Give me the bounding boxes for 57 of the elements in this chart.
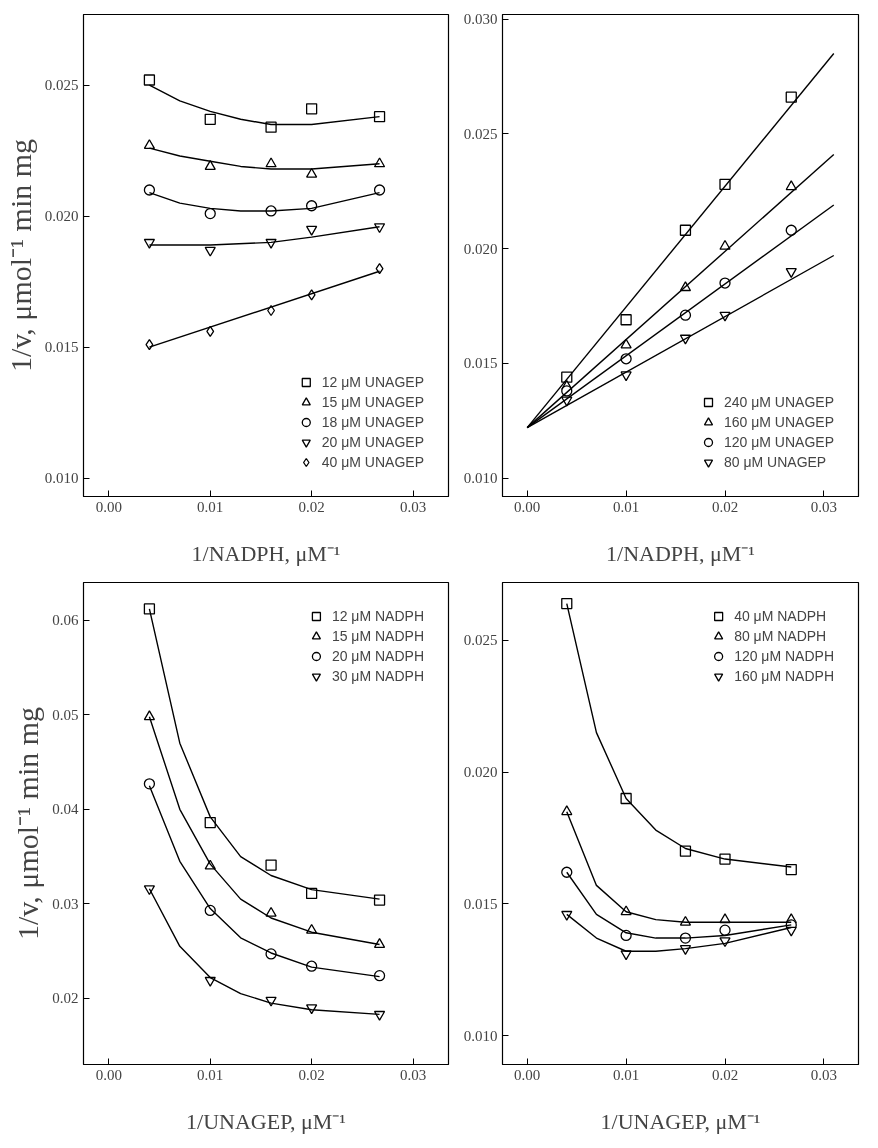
x-tick-label: 0.02 (711, 1066, 739, 1083)
x-tick-label: 0.00 (514, 498, 541, 515)
x-tick-label: 0.03 (399, 498, 427, 515)
y-tick-label: 0.020 (463, 240, 498, 257)
legend-label: 12 μM NADPH (331, 608, 424, 624)
x-axis-title: 1/NADPH, μM⁻¹ (191, 540, 341, 566)
x-axis-title: 1/NADPH, μM⁻¹ (606, 540, 755, 566)
legend-label: 30 μM NADPH (331, 668, 424, 684)
x-tick-label: 0.00 (95, 498, 122, 515)
x-tick-label: 0.02 (298, 1066, 325, 1083)
x-tick-label: 0.00 (95, 1066, 122, 1083)
legend-label: 160 μM NADPH (734, 668, 834, 684)
y-tick-label: 0.015 (44, 339, 79, 356)
legend-label: 80 μM UNAGEP (724, 454, 827, 470)
legend-label: 80 μM NADPH (734, 628, 827, 644)
legend-label: 15 μM NADPH (331, 628, 424, 644)
legend-label: 160 μM UNAGEP (724, 414, 834, 430)
x-tick-label: 0.01 (612, 1066, 640, 1083)
x-tick-label: 0.02 (711, 498, 739, 515)
y-tick-label: 0.010 (44, 470, 79, 487)
y-tick-label: 0.06 (52, 612, 79, 629)
y-tick-label: 0.010 (463, 1027, 498, 1044)
y-axis-title: 1/v, μmol⁻¹ min mg (11, 706, 45, 941)
x-tick-label: 0.00 (514, 1066, 541, 1083)
legend-label: 240 μM UNAGEP (724, 394, 834, 410)
y-tick-label: 0.030 (463, 11, 498, 28)
legend-label: 20 μM NADPH (331, 648, 424, 664)
y-axis-title: 1/v, μmol⁻¹ min mg (3, 138, 37, 373)
y-tick-label: 0.04 (52, 801, 79, 818)
x-tick-label: 0.03 (810, 1066, 838, 1083)
legend-label: 12 μM UNAGEP (321, 374, 424, 390)
legend-label: 40 μM NADPH (734, 608, 827, 624)
legend-label: 120 μM NADPH (734, 648, 834, 664)
y-tick-label: 0.025 (44, 77, 79, 94)
x-axis-title: 1/UNAGEP, μM⁻¹ (186, 1108, 346, 1134)
y-tick-label: 0.05 (52, 706, 79, 723)
x-tick-label: 0.01 (612, 498, 640, 515)
x-tick-label: 0.01 (197, 498, 224, 515)
legend-label: 120 μM UNAGEP (724, 434, 834, 450)
y-tick-label: 0.025 (463, 125, 498, 142)
y-tick-label: 0.015 (463, 355, 498, 372)
y-tick-label: 0.03 (52, 895, 79, 912)
y-tick-label: 0.020 (463, 764, 498, 781)
x-tick-label: 0.01 (197, 1066, 224, 1083)
legend-label: 15 μM UNAGEP (321, 394, 424, 410)
legend-label: 18 μM UNAGEP (321, 414, 424, 430)
x-tick-label: 0.03 (399, 1066, 427, 1083)
y-tick-label: 0.020 (44, 208, 79, 225)
y-tick-label: 0.02 (52, 990, 79, 1007)
legend-label: 20 μM UNAGEP (321, 434, 424, 450)
legend-label: 40 μM UNAGEP (321, 454, 424, 470)
y-tick-label: 0.025 (463, 632, 498, 649)
x-axis-title: 1/UNAGEP, μM⁻¹ (600, 1108, 761, 1134)
x-tick-label: 0.03 (810, 498, 838, 515)
y-tick-label: 0.015 (463, 895, 498, 912)
x-tick-label: 0.02 (298, 498, 325, 515)
y-tick-label: 0.010 (463, 470, 498, 487)
